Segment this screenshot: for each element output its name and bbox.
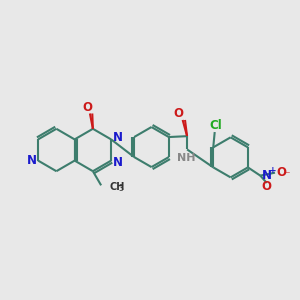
Text: O: O: [82, 100, 92, 113]
Text: N: N: [262, 169, 272, 182]
Text: ⁻: ⁻: [284, 171, 289, 181]
Text: NH: NH: [177, 153, 196, 163]
Text: O: O: [276, 166, 286, 179]
Text: 3: 3: [118, 184, 123, 194]
Text: +: +: [269, 166, 277, 175]
Text: N: N: [112, 157, 123, 169]
Text: O: O: [173, 107, 183, 120]
Text: Cl: Cl: [209, 119, 222, 132]
Text: CH: CH: [110, 182, 125, 192]
Text: N: N: [27, 154, 37, 167]
Text: N: N: [112, 130, 123, 143]
Text: O: O: [262, 180, 272, 193]
